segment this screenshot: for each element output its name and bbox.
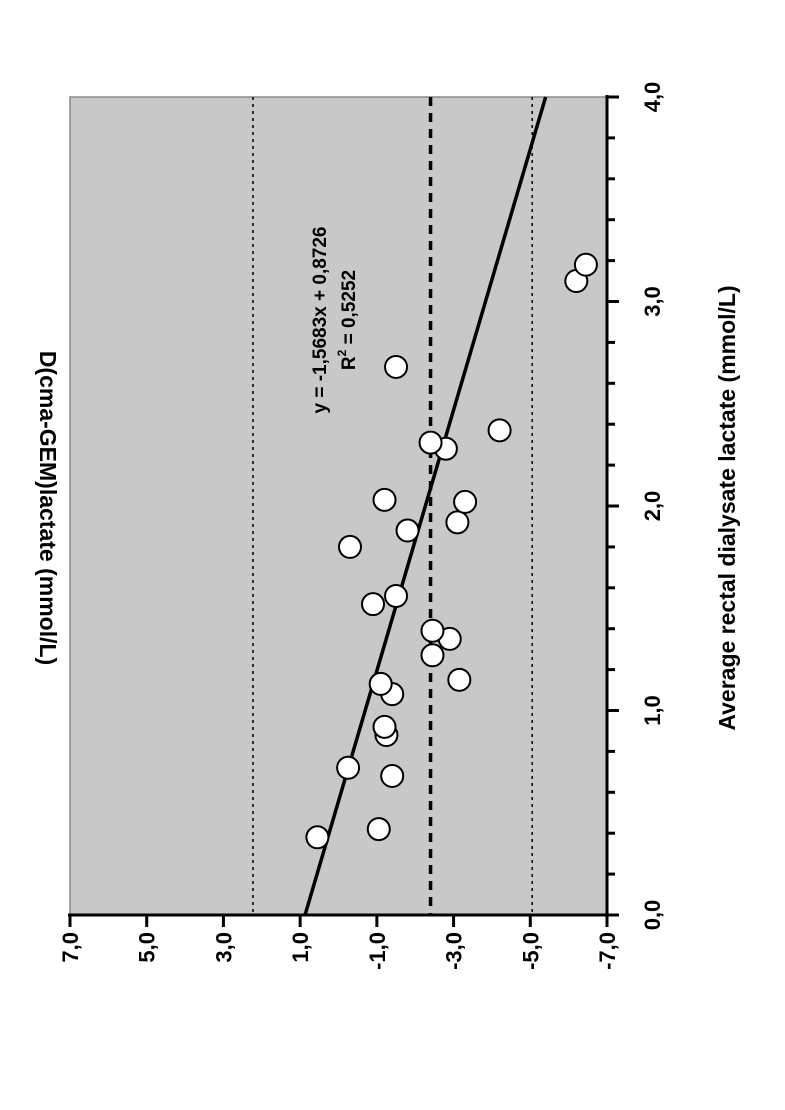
data-point xyxy=(372,714,397,739)
x-axis-title: Average rectal dialysate lactate (mmol/L… xyxy=(714,285,740,730)
x-tick-label-group: 2,0 xyxy=(640,491,665,522)
y-tick-label: -5,0 xyxy=(518,932,543,970)
y-tick-label: 5,0 xyxy=(135,932,160,963)
y-tick-label: 3,0 xyxy=(211,932,236,963)
y-tick-label-group: -7,0 xyxy=(595,932,620,970)
x-tick-label: 4,0 xyxy=(640,82,665,113)
x-tick-label-group: 0,0 xyxy=(640,900,665,931)
r-squared-label: R2 = 0,5252 xyxy=(335,270,360,370)
data-points xyxy=(305,252,598,850)
y-tick-label-group: 1,0 xyxy=(288,932,313,963)
y-tick-label-group: -1,0 xyxy=(365,932,390,970)
data-point xyxy=(384,583,409,608)
data-point xyxy=(573,252,598,277)
y-tick-label-group: -3,0 xyxy=(442,932,467,970)
data-point xyxy=(368,671,393,696)
data-point xyxy=(338,534,363,559)
y-axis-title: D(cma-GEM)lactate (mmol/L) xyxy=(35,351,61,665)
data-point xyxy=(336,755,361,780)
y-tick-label-group: 5,0 xyxy=(135,932,160,963)
data-point xyxy=(372,487,397,512)
x-tick-label: 3,0 xyxy=(640,286,665,317)
data-point xyxy=(384,354,409,379)
x-tick-label-group: 1,0 xyxy=(640,695,665,726)
x-tick-label: 2,0 xyxy=(640,491,665,522)
plot-background xyxy=(69,96,608,916)
x-tick-label: 0,0 xyxy=(640,900,665,931)
data-point xyxy=(305,825,330,850)
reference-lines xyxy=(252,97,533,915)
data-point xyxy=(453,489,478,514)
axes: 0,0 1,0 2,0 3,0 4,0 -7,0 -5,0 -3,0 -1,0 1,0 3,0 5,0… xyxy=(58,82,665,970)
y-tick-label: 7,0 xyxy=(58,932,83,963)
x-tick-label-group: 3,0 xyxy=(640,286,665,317)
data-point xyxy=(380,763,405,788)
y-tick-label: -1,0 xyxy=(365,932,390,970)
y-tick-label: -7,0 xyxy=(595,932,620,970)
y-tick-label: 1,0 xyxy=(288,932,313,963)
data-point xyxy=(487,418,512,443)
data-point xyxy=(445,510,470,535)
x-tick-label-group: 4,0 xyxy=(640,82,665,113)
x-tick-label: 1,0 xyxy=(640,695,665,726)
y-tick-label-group: 7,0 xyxy=(58,932,83,963)
data-point xyxy=(366,817,391,842)
y-tick-label-group: 3,0 xyxy=(211,932,236,963)
axis-titles: Average rectal dialysate lactate (mmol/L… xyxy=(35,285,740,730)
y-tick-label-group: -5,0 xyxy=(518,932,543,970)
data-point xyxy=(420,643,445,668)
regression-annotation: y = -1,5683x + 0,8726 R2 = 0,5252 xyxy=(310,227,360,414)
y-tick-label: -3,0 xyxy=(442,932,467,970)
data-point xyxy=(418,430,443,455)
data-point xyxy=(361,592,386,617)
regression-equation: y = -1,5683x + 0,8726 xyxy=(310,227,331,414)
data-point xyxy=(395,518,420,543)
data-point xyxy=(420,618,445,643)
data-point xyxy=(447,667,472,692)
